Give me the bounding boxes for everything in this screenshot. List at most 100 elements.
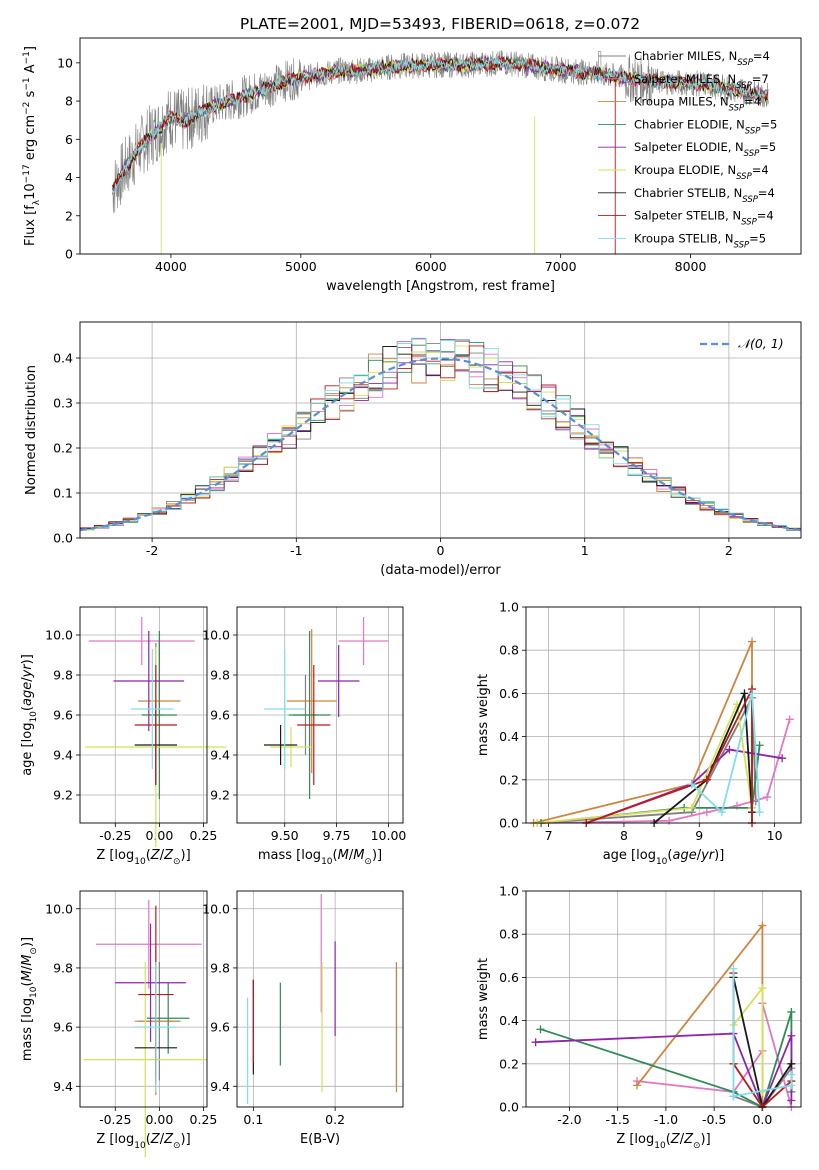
mass-weight-marker bbox=[531, 1038, 540, 1047]
axes-frame bbox=[525, 606, 802, 824]
x-tick-label: 0.1 bbox=[243, 1112, 263, 1127]
legend-entry: Salpeter MILES, NSSP=7 bbox=[634, 72, 769, 91]
legend-entry: Chabrier STELIB, NSSP=4 bbox=[634, 186, 775, 205]
axes-frame bbox=[79, 890, 208, 1108]
x-tick-label: 9.75 bbox=[323, 828, 351, 843]
x-tick-label: 2 bbox=[725, 543, 733, 558]
y-tick-label: 0.0 bbox=[499, 816, 519, 831]
legend-entry: Kroupa MILES, NSSP=4 bbox=[634, 95, 761, 114]
y-tick-label: 10.0 bbox=[45, 901, 73, 916]
y-tick-label: 0.4 bbox=[499, 1013, 519, 1028]
y-tick-label: 0 bbox=[65, 247, 73, 262]
legend-entry: Chabrier MILES, NSSP=4 bbox=[634, 49, 770, 68]
plot-area bbox=[112, 50, 769, 254]
mass-weight-marker bbox=[787, 1007, 796, 1016]
y-tick-label: 9.4 bbox=[53, 1079, 73, 1094]
y-tick-label: 0.6 bbox=[499, 686, 519, 701]
y-tick-label: 1.0 bbox=[499, 600, 519, 615]
y-tick-label: 8 bbox=[65, 94, 73, 109]
y-tick-label: 9.8 bbox=[53, 668, 73, 683]
legend-entry: Chabrier ELODIE, NSSP=5 bbox=[634, 117, 777, 136]
mass-weight-marker bbox=[785, 715, 794, 724]
mass-weight-vs-metallicity-panel: -2.0 -1.5 -1.0 -0.5 0.0 0.0 0.2 0.4 0.6 0.8 1.0 Z [… bbox=[476, 884, 802, 1151]
y-tick-label: 0.0 bbox=[499, 1100, 519, 1115]
y-axis-label: Flux [fλ10−17 erg cm−2 s−1 A−1] bbox=[22, 46, 42, 246]
x-tick-label: 0.00 bbox=[145, 1112, 173, 1127]
x-axis-label: (data-model)/error bbox=[380, 563, 501, 578]
x-tick-label: -1 bbox=[290, 543, 302, 558]
y-tick-label: 9.8 bbox=[210, 668, 230, 683]
mass-weight-marker bbox=[729, 1092, 738, 1101]
y-tick-label: 0.4 bbox=[499, 729, 519, 744]
spectrum-model-line bbox=[112, 56, 769, 189]
y-tick-label: 9.4 bbox=[210, 1079, 230, 1094]
x-tick-label: -0.5 bbox=[702, 1112, 726, 1127]
mass-weight-line bbox=[653, 693, 753, 824]
plot-area bbox=[85, 617, 227, 847]
x-tick-label: -2 bbox=[146, 543, 158, 558]
mass-weight-marker bbox=[755, 808, 764, 817]
mass-vs-ebv-panel: 0.1 0.2 9.4 9.6 9.8 10.0 E(B-V) bbox=[202, 890, 404, 1147]
x-tick-label: -1.0 bbox=[654, 1112, 678, 1127]
x-tick-label: 8 bbox=[620, 828, 628, 843]
y-tick-label: 0.3 bbox=[53, 396, 73, 411]
x-tick-label: 10 bbox=[767, 828, 783, 843]
axes-frame bbox=[525, 890, 802, 1108]
mass-weight-marker bbox=[687, 803, 696, 812]
x-axis-label: Z [log10(Z/Z⊙)] bbox=[616, 1132, 710, 1151]
y-tick-label: 0.6 bbox=[499, 970, 519, 985]
legend-entry: Kroupa STELIB, NSSP=5 bbox=[634, 231, 766, 250]
axes-frame bbox=[236, 890, 404, 1108]
y-tick-label: 2 bbox=[65, 208, 73, 223]
age-vs-mass-panel: 9.50 9.75 10.00 9.2 9.4 9.6 9.8 10.0 mass [log10… bbox=[202, 606, 407, 867]
y-tick-label: 0.0 bbox=[53, 531, 73, 546]
plot-area bbox=[263, 617, 389, 799]
mass-weight-marker bbox=[778, 754, 787, 763]
x-tick-label: 0.0 bbox=[752, 1112, 772, 1127]
y-tick-label: 0.8 bbox=[499, 927, 519, 942]
spectrum-legend: Chabrier MILES, NSSP=4 Salpeter MILES, NS… bbox=[598, 49, 777, 250]
mass-weight-marker bbox=[758, 921, 767, 930]
y-tick-label: 0.2 bbox=[499, 772, 519, 787]
x-axis-label: Z [log10(Z/Z⊙)] bbox=[96, 1132, 190, 1151]
y-axis-label: mass [log10(M/M⊙)] bbox=[20, 937, 39, 1061]
x-tick-label: 6000 bbox=[415, 259, 447, 274]
gaussian-reference-line bbox=[79, 357, 802, 532]
y-axis-label: Normed distribution bbox=[24, 365, 39, 495]
x-tick-label: 10.00 bbox=[371, 828, 407, 843]
plot-area bbox=[247, 893, 398, 1105]
x-tick-label: 0.2 bbox=[325, 1112, 345, 1127]
mass-weight-marker bbox=[787, 1081, 796, 1090]
x-axis-label: wavelength [Angstrom, rest frame] bbox=[326, 279, 555, 294]
y-tick-label: 0.2 bbox=[499, 1056, 519, 1071]
mass-weight-line bbox=[537, 694, 757, 824]
y-tick-label: 9.4 bbox=[210, 748, 230, 763]
y-tick-label: 0.8 bbox=[499, 643, 519, 658]
y-tick-label: 4 bbox=[65, 170, 73, 185]
mass-weight-marker bbox=[687, 780, 696, 789]
x-tick-label: -0.25 bbox=[99, 1112, 131, 1127]
mass-weight-line bbox=[585, 688, 753, 824]
x-tick-label: 0.00 bbox=[145, 828, 173, 843]
x-tick-label: 9.50 bbox=[271, 828, 299, 843]
y-tick-label: 10.0 bbox=[202, 628, 230, 643]
y-tick-label: 9.6 bbox=[210, 1020, 230, 1035]
legend-entry: 𝒩(0, 1) bbox=[738, 336, 784, 351]
y-tick-label: 1.0 bbox=[499, 884, 519, 899]
x-tick-label: 4000 bbox=[155, 259, 187, 274]
spectrum-model-line bbox=[112, 55, 769, 194]
y-tick-label: 9.8 bbox=[53, 960, 73, 975]
plot-area bbox=[79, 337, 802, 538]
mass-weight-marker bbox=[748, 689, 757, 698]
y-tick-label: 9.8 bbox=[210, 960, 230, 975]
mass-weight-marker bbox=[758, 984, 767, 993]
axes-frame bbox=[236, 606, 404, 824]
x-tick-label: 0.25 bbox=[190, 1112, 218, 1127]
legend-entry: Salpeter ELODIE, NSSP=5 bbox=[634, 140, 776, 159]
y-tick-label: 9.6 bbox=[53, 708, 73, 723]
axes-frame bbox=[79, 606, 208, 824]
mass-weight-marker bbox=[632, 1081, 641, 1090]
mass-weight-line bbox=[732, 968, 793, 1098]
mass-weight-marker bbox=[755, 741, 764, 750]
